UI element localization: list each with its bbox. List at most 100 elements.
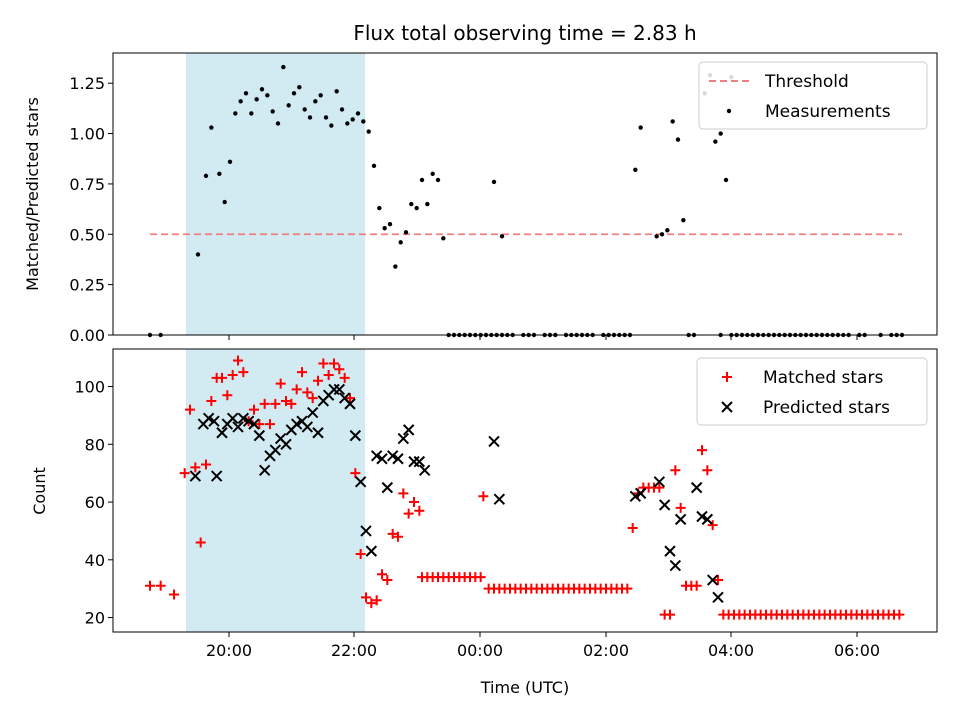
- x-tick-label: 00:00: [457, 641, 503, 660]
- measurement-point: [195, 252, 201, 257]
- matched-star-point: [190, 462, 201, 473]
- x-tick-label: 20:00: [206, 641, 252, 660]
- legend-box: [696, 357, 928, 426]
- predicted-star-point: [253, 429, 266, 442]
- legend-label: Threshold: [764, 72, 849, 92]
- matched-star-point: [665, 609, 675, 620]
- matched-star-point: [265, 419, 275, 430]
- y-tick-label: 100: [74, 378, 105, 397]
- measurement-point: [203, 173, 209, 179]
- matched-star-point: [475, 572, 486, 583]
- measurement-point: [307, 115, 313, 120]
- measurement-point: [249, 111, 254, 116]
- matched-star-point: [414, 505, 425, 516]
- measurement-point: [227, 159, 233, 164]
- top-panel: 0.00 0.25 0.50 0.75 1.00 1.25 Threshold Measure…: [69, 52, 938, 345]
- predicted-star-point: [381, 481, 394, 494]
- matched-star-point: [217, 372, 227, 383]
- predicted-star-point: [397, 432, 410, 445]
- legend-box: [698, 61, 928, 130]
- x-tick-label: 02:00: [583, 641, 629, 660]
- matched-star-point: [345, 393, 355, 404]
- predicted-star-point: [634, 487, 647, 500]
- matched-star-point: [382, 575, 393, 586]
- predicted-star-point: [488, 435, 500, 448]
- predicted-star-point: [376, 453, 388, 465]
- measurement-point: [409, 201, 414, 207]
- matched-star-point: [281, 395, 291, 406]
- measurement-point: [435, 177, 441, 183]
- matched-star-point: [145, 580, 155, 591]
- measurement-point: [297, 85, 302, 90]
- predicted-star-point: [258, 464, 271, 476]
- matched-star-point: [371, 595, 382, 606]
- measurement-point: [334, 89, 339, 94]
- matched-star-point: [201, 459, 211, 470]
- legend-measurement-swatch: [726, 108, 732, 114]
- matched-star-point: [259, 398, 270, 409]
- predicted-star-point: [189, 470, 202, 482]
- predicted-star-point: [301, 421, 314, 433]
- predicted-star-point: [418, 464, 431, 476]
- predicted-star-point: [370, 450, 383, 462]
- measurement-point: [318, 93, 323, 98]
- measurement-point: [633, 167, 638, 173]
- measurement-point: [499, 234, 505, 239]
- predicted-star-point: [354, 476, 367, 488]
- measurement-point: [414, 205, 419, 211]
- matched-star-point: [302, 387, 313, 398]
- predicted-star-point: [232, 421, 244, 433]
- matched-star-point: [691, 580, 702, 591]
- matched-star-point: [254, 419, 265, 430]
- y-tick-label: 40: [85, 551, 105, 570]
- measurement-point: [638, 125, 643, 130]
- top-y-axis-label: Matched/Predicted stars: [23, 97, 42, 291]
- predicted-star-point: [280, 438, 292, 451]
- measurement-point: [654, 234, 659, 239]
- y-tick-label: 0.00: [69, 326, 105, 345]
- matched-star-point: [675, 502, 686, 513]
- measurement-point: [659, 232, 665, 237]
- measurement-point: [430, 171, 435, 177]
- matched-star-point: [323, 369, 334, 380]
- measurement-point: [361, 119, 366, 124]
- matched-star-point: [366, 598, 377, 609]
- predicted-star-point: [344, 398, 356, 410]
- x-tick-label: 06:00: [834, 641, 880, 660]
- matched-star-point: [350, 468, 361, 479]
- bottom-panel: 20 40 60 80 100 20:00 22:00 00:00 02:00 04:00 06:0…: [74, 348, 938, 660]
- matched-star-point: [654, 482, 665, 493]
- matched-star-point: [707, 520, 718, 531]
- matched-star-point: [478, 491, 489, 502]
- predicted-star-point: [629, 490, 642, 502]
- measurement-point: [329, 123, 334, 128]
- matched-star-point: [249, 404, 259, 415]
- measurement-point: [403, 230, 409, 235]
- measurement-point: [243, 91, 249, 96]
- predicted-star-point: [242, 415, 255, 427]
- shaded-window: [186, 349, 365, 632]
- predicted-star-point: [712, 591, 724, 604]
- measurement-point: [665, 228, 670, 233]
- measurement-point: [265, 93, 270, 98]
- measurement-point: [371, 163, 377, 168]
- matched-star-point: [155, 580, 166, 591]
- predicted-star-point: [290, 418, 303, 430]
- measurement-point: [377, 205, 382, 211]
- predicted-star-point: [226, 412, 239, 425]
- predicted-star-point: [669, 559, 682, 572]
- legend-label: Matched stars: [763, 368, 883, 388]
- predicted-star-point: [210, 470, 223, 482]
- x-tick-label: 22:00: [331, 641, 377, 660]
- measurement-point: [291, 91, 297, 96]
- measurement-point: [238, 99, 243, 104]
- measurement-point: [281, 64, 286, 70]
- predicted-star-point: [706, 574, 719, 586]
- measurement-point: [222, 199, 227, 205]
- matched-star-point: [670, 465, 681, 476]
- matched-star-point: [329, 358, 339, 369]
- matched-star-point: [185, 404, 195, 415]
- measurement-point: [675, 137, 681, 142]
- measurement-point: [209, 125, 214, 130]
